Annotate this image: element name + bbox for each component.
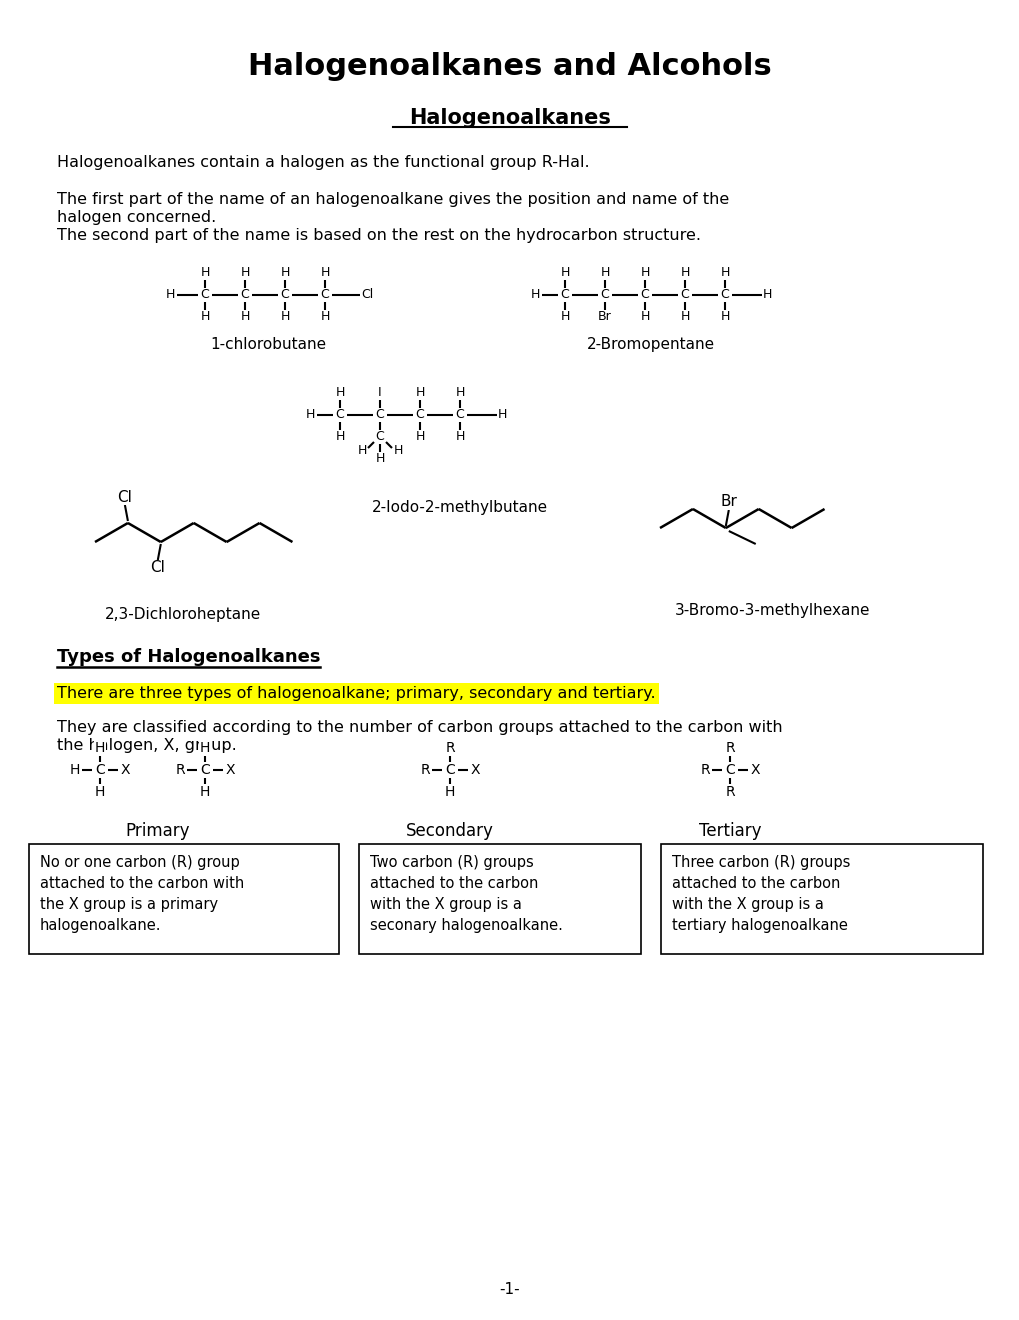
Text: R: R — [725, 785, 734, 799]
Text: H: H — [95, 741, 105, 755]
Text: C: C — [680, 289, 689, 301]
Text: C: C — [415, 408, 424, 421]
Text: 2-Iodo-2-methylbutane: 2-Iodo-2-methylbutane — [372, 500, 547, 515]
Text: H: H — [240, 310, 250, 323]
Text: Two carbon (R) groups
attached to the carbon
with the X group is a
seconary halo: Two carbon (R) groups attached to the ca… — [370, 855, 562, 933]
Text: H: H — [454, 387, 465, 400]
Text: X: X — [120, 763, 129, 777]
Text: H: H — [415, 430, 424, 444]
Text: H: H — [719, 310, 729, 323]
Text: R: R — [725, 741, 734, 755]
Text: Cl: Cl — [150, 561, 165, 576]
Text: H: H — [280, 310, 289, 323]
Text: H: H — [600, 267, 609, 280]
Text: Three carbon (R) groups
attached to the carbon
with the X group is a
tertiary ha: Three carbon (R) groups attached to the … — [672, 855, 850, 933]
FancyBboxPatch shape — [660, 843, 982, 954]
Text: C: C — [375, 430, 384, 444]
Text: the halogen, X, group.: the halogen, X, group. — [57, 738, 236, 752]
Text: H: H — [240, 267, 250, 280]
FancyBboxPatch shape — [359, 843, 640, 954]
Text: C: C — [95, 763, 105, 777]
Text: Tertiary: Tertiary — [698, 822, 760, 840]
Text: H: H — [280, 267, 289, 280]
Text: C: C — [280, 289, 289, 301]
Text: 1-chlorobutane: 1-chlorobutane — [210, 337, 326, 352]
Text: R: R — [420, 763, 429, 777]
Text: There are three types of halogenoalkane; primary, secondary and tertiary.: There are three types of halogenoalkane;… — [57, 686, 655, 701]
Text: H: H — [335, 387, 344, 400]
Text: C: C — [375, 408, 384, 421]
Text: H: H — [69, 763, 81, 777]
Text: H: H — [320, 267, 329, 280]
Text: H: H — [375, 453, 384, 466]
Text: C: C — [455, 408, 464, 421]
Text: H: H — [680, 267, 689, 280]
Text: 2-Bromopentane: 2-Bromopentane — [586, 337, 714, 352]
Text: H: H — [680, 310, 689, 323]
Text: C: C — [201, 289, 209, 301]
Text: H: H — [393, 444, 403, 457]
Text: Br: Br — [597, 310, 611, 323]
Text: C: C — [725, 763, 734, 777]
Text: I: I — [378, 387, 381, 400]
Text: R: R — [444, 741, 454, 755]
Text: H: H — [200, 310, 210, 323]
Text: H: H — [444, 785, 454, 799]
Text: H: H — [559, 267, 570, 280]
Text: 2,3-Dichloroheptane: 2,3-Dichloroheptane — [105, 607, 261, 622]
Text: H: H — [530, 289, 539, 301]
Text: H: H — [200, 785, 210, 799]
Text: C: C — [320, 289, 329, 301]
Text: X: X — [750, 763, 759, 777]
Text: H: H — [165, 289, 174, 301]
Text: Primary: Primary — [125, 822, 190, 840]
Text: C: C — [560, 289, 569, 301]
Text: C: C — [335, 408, 344, 421]
Text: H: H — [761, 289, 771, 301]
Text: Secondary: Secondary — [406, 822, 493, 840]
Text: The second part of the name is based on the rest on the hydrocarbon structure.: The second part of the name is based on … — [57, 228, 700, 243]
Text: C: C — [200, 763, 210, 777]
Text: Cl: Cl — [117, 490, 132, 504]
Text: Cl: Cl — [361, 289, 373, 301]
Text: H: H — [559, 310, 570, 323]
Text: Halogenoalkanes and Alcohols: Halogenoalkanes and Alcohols — [248, 51, 771, 81]
Text: C: C — [240, 289, 249, 301]
Text: Halogenoalkanes contain a halogen as the functional group R-Hal.: Halogenoalkanes contain a halogen as the… — [57, 154, 589, 170]
Text: H: H — [415, 387, 424, 400]
Text: C: C — [444, 763, 454, 777]
Text: -1-: -1- — [499, 1282, 520, 1298]
Text: H: H — [320, 310, 329, 323]
FancyBboxPatch shape — [29, 843, 338, 954]
Text: H: H — [305, 408, 315, 421]
Text: Br: Br — [719, 495, 737, 510]
Text: C: C — [600, 289, 608, 301]
Text: No or one carbon (R) group
attached to the carbon with
the X group is a primary
: No or one carbon (R) group attached to t… — [40, 855, 244, 933]
Text: Types of Halogenoalkanes: Types of Halogenoalkanes — [57, 648, 320, 667]
Text: H: H — [335, 430, 344, 444]
Text: 3-Bromo-3-methylhexane: 3-Bromo-3-methylhexane — [675, 603, 869, 618]
Text: H: H — [200, 741, 210, 755]
Text: H: H — [200, 267, 210, 280]
Text: H: H — [640, 310, 649, 323]
Text: H: H — [640, 267, 649, 280]
Text: H: H — [357, 444, 366, 457]
Text: X: X — [225, 763, 234, 777]
Text: H: H — [497, 408, 506, 421]
Text: C: C — [640, 289, 649, 301]
Text: R: R — [699, 763, 709, 777]
Text: The first part of the name of an halogenoalkane gives the position and name of t: The first part of the name of an halogen… — [57, 191, 729, 207]
Text: H: H — [95, 785, 105, 799]
Text: R: R — [175, 763, 184, 777]
Text: X: X — [470, 763, 479, 777]
Text: They are classified according to the number of carbon groups attached to the car: They are classified according to the num… — [57, 719, 782, 735]
Text: Halogenoalkanes: Halogenoalkanes — [409, 108, 610, 128]
Text: H: H — [719, 267, 729, 280]
Text: H: H — [454, 430, 465, 444]
Text: C: C — [719, 289, 729, 301]
Text: halogen concerned.: halogen concerned. — [57, 210, 216, 224]
